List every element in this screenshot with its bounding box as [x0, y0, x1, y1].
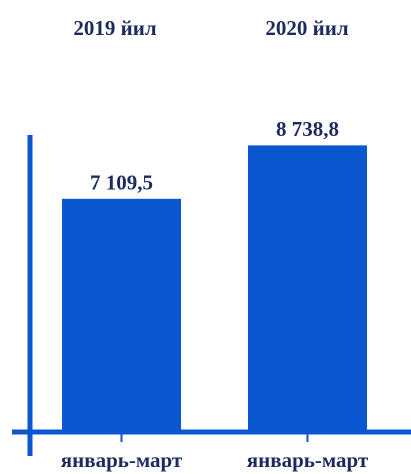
column-title: 2020 йил	[265, 16, 348, 40]
bar	[62, 198, 181, 432]
x-tick-label: январь-март	[247, 448, 369, 472]
bar	[248, 145, 367, 432]
value-label: 8 738,8	[276, 117, 339, 141]
x-tick-label: январь-март	[61, 448, 183, 472]
value-label: 7 109,5	[90, 171, 153, 195]
column-title: 2019 йил	[73, 16, 156, 40]
